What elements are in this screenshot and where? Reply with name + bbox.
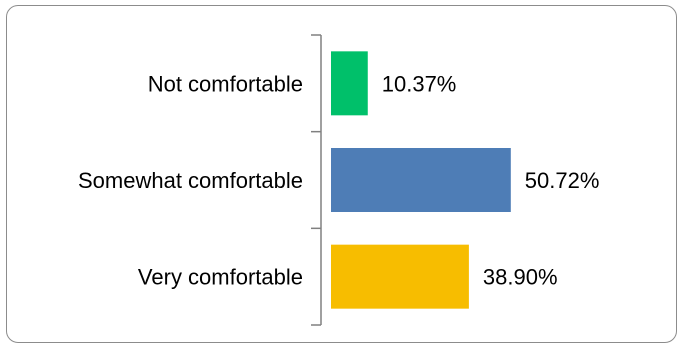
bar [331, 51, 368, 116]
value-label: 38.90% [483, 265, 558, 290]
bar [331, 148, 511, 212]
value-label: 10.37% [382, 71, 457, 96]
category-axis [311, 34, 322, 326]
category-label: Very comfortable [138, 265, 303, 290]
value-label: 50.72% [525, 168, 600, 193]
bars [331, 51, 511, 309]
category-label: Somewhat comfortable [78, 168, 303, 193]
category-label: Not comfortable [148, 71, 303, 96]
labels: Not comfortable 10.37% Somewhat comfortabl… [78, 71, 599, 289]
bar [331, 244, 469, 309]
